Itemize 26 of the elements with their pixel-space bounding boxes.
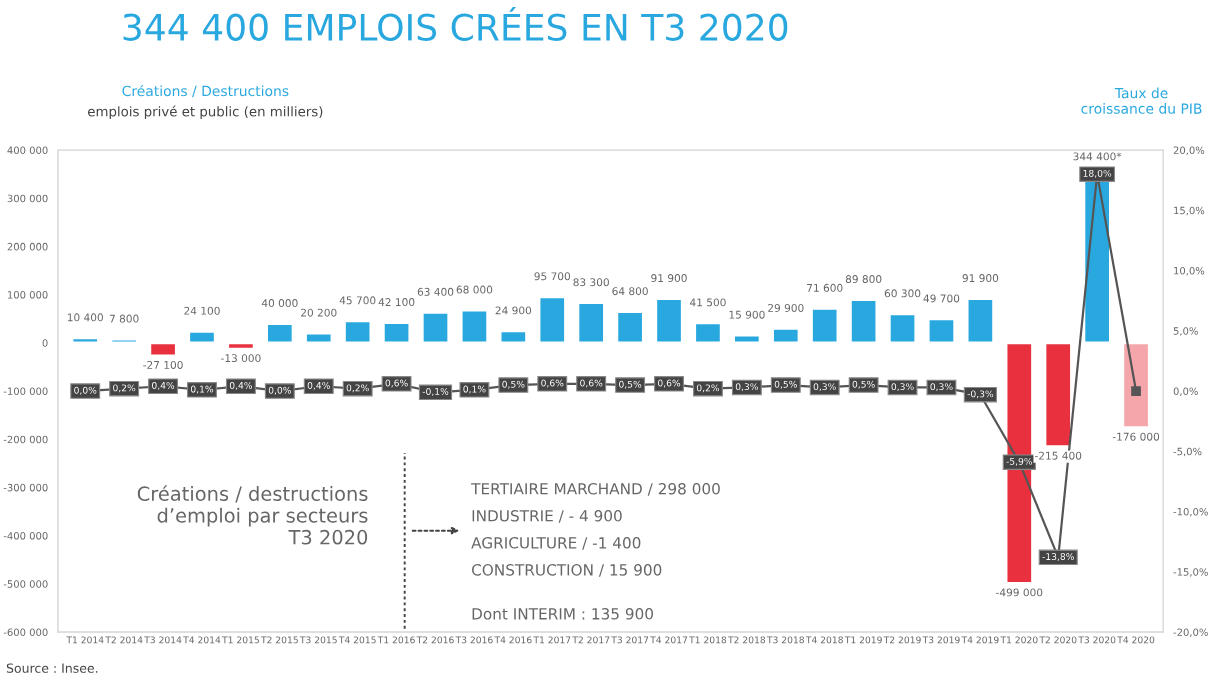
bar <box>1121 341 1151 430</box>
bar <box>420 310 451 345</box>
bar <box>459 308 490 345</box>
bar <box>615 310 645 345</box>
bar <box>265 322 295 345</box>
bar <box>887 312 918 345</box>
bar <box>654 297 684 345</box>
bar <box>849 298 879 345</box>
bar <box>304 331 334 345</box>
bar <box>810 306 840 345</box>
bar <box>148 341 178 358</box>
bar <box>381 321 412 345</box>
bar <box>70 336 100 345</box>
annotation: Créations / destructions d’emploi par secteurs T3 2020 <box>137 485 368 545</box>
bar <box>926 317 957 345</box>
chart-title: 344 400 EMPLOIS CRÉES EN T3 2020 <box>123 6 788 41</box>
bar <box>343 319 373 345</box>
bar <box>187 329 217 345</box>
bar <box>498 329 528 345</box>
bar <box>226 341 256 351</box>
bar <box>965 297 995 345</box>
bar <box>732 333 762 345</box>
bar <box>576 301 606 345</box>
bar <box>693 321 723 345</box>
bar <box>771 327 801 345</box>
bar <box>537 295 567 345</box>
